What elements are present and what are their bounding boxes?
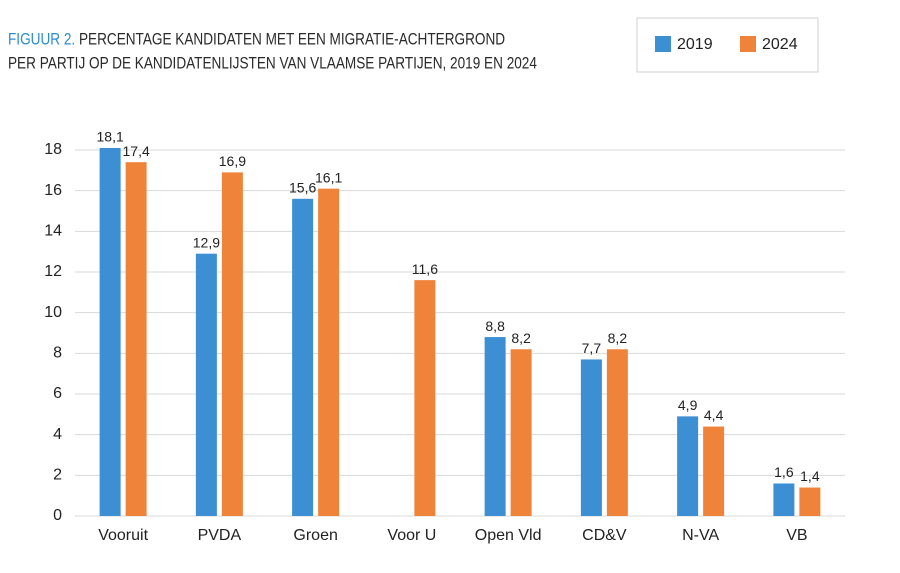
value-label: 16,9 — [219, 153, 246, 169]
y-tick-label: 12 — [44, 263, 62, 280]
bar — [703, 426, 725, 516]
x-tick-label: Open Vld — [475, 527, 542, 544]
bar — [677, 416, 699, 516]
bar — [799, 487, 821, 516]
value-label: 1,6 — [774, 464, 794, 480]
title-prefix: FIGUUR 2. — [8, 30, 75, 49]
bar — [125, 162, 147, 516]
value-label: 11,6 — [412, 261, 438, 277]
legend-swatch — [655, 36, 671, 52]
x-tick-label: Voor U — [387, 527, 436, 544]
x-tick-label: Vooruit — [98, 527, 148, 544]
bar — [510, 349, 532, 516]
value-label: 8,2 — [608, 330, 628, 346]
title: FIGUUR 2. PERCENTAGE KANDIDATEN MET EEN … — [8, 30, 537, 73]
y-tick-label: 18 — [44, 141, 62, 158]
chart-title-line: FIGUUR 2. PERCENTAGE KANDIDATEN MET EEN … — [8, 30, 505, 49]
value-label: 4,4 — [704, 407, 724, 423]
bar — [773, 483, 795, 516]
value-label: 4,9 — [678, 397, 698, 413]
bar — [221, 172, 243, 516]
y-tick-label: 6 — [53, 385, 62, 402]
bar — [606, 349, 628, 516]
bar — [99, 147, 121, 516]
value-label: 7,7 — [582, 340, 602, 356]
value-label: 12,9 — [193, 234, 220, 250]
x-tick-label: N-VA — [682, 527, 719, 544]
legend-swatch — [740, 36, 756, 52]
chart-title-line: PER PARTIJ OP DE KANDIDATENLIJSTEN VAN V… — [8, 54, 537, 73]
title-text: PERCENTAGE KANDIDATEN MET EEN MIGRATIE-A… — [79, 30, 505, 49]
value-label: 8,8 — [485, 318, 505, 334]
x-tick-label: VB — [786, 527, 807, 544]
y-tick-label: 0 — [53, 507, 62, 524]
value-label: 18,1 — [97, 129, 124, 145]
x-tick-label: CD&V — [582, 527, 627, 544]
x-tick-label: Groen — [293, 527, 337, 544]
bar — [484, 337, 506, 516]
bar — [318, 188, 340, 516]
bar — [195, 253, 217, 516]
legend-label: 2024 — [762, 36, 798, 53]
bar — [292, 198, 314, 517]
y-tick-label: 8 — [53, 345, 62, 362]
y-tick-label: 2 — [53, 467, 62, 484]
y-tick-label: 16 — [44, 182, 62, 199]
value-label: 16,1 — [315, 169, 342, 185]
y-tick-label: 14 — [44, 223, 62, 240]
legend-label: 2019 — [677, 36, 713, 53]
y-tick-label: 10 — [44, 304, 62, 321]
bar — [580, 359, 602, 516]
value-label: 17,4 — [123, 143, 150, 159]
x-tick-label: PVDA — [198, 527, 242, 544]
y-tick-label: 4 — [53, 426, 62, 443]
bar — [414, 280, 436, 516]
value-label: 1,4 — [800, 468, 820, 484]
value-label: 15,6 — [289, 180, 316, 196]
value-label: 8,2 — [511, 330, 531, 346]
